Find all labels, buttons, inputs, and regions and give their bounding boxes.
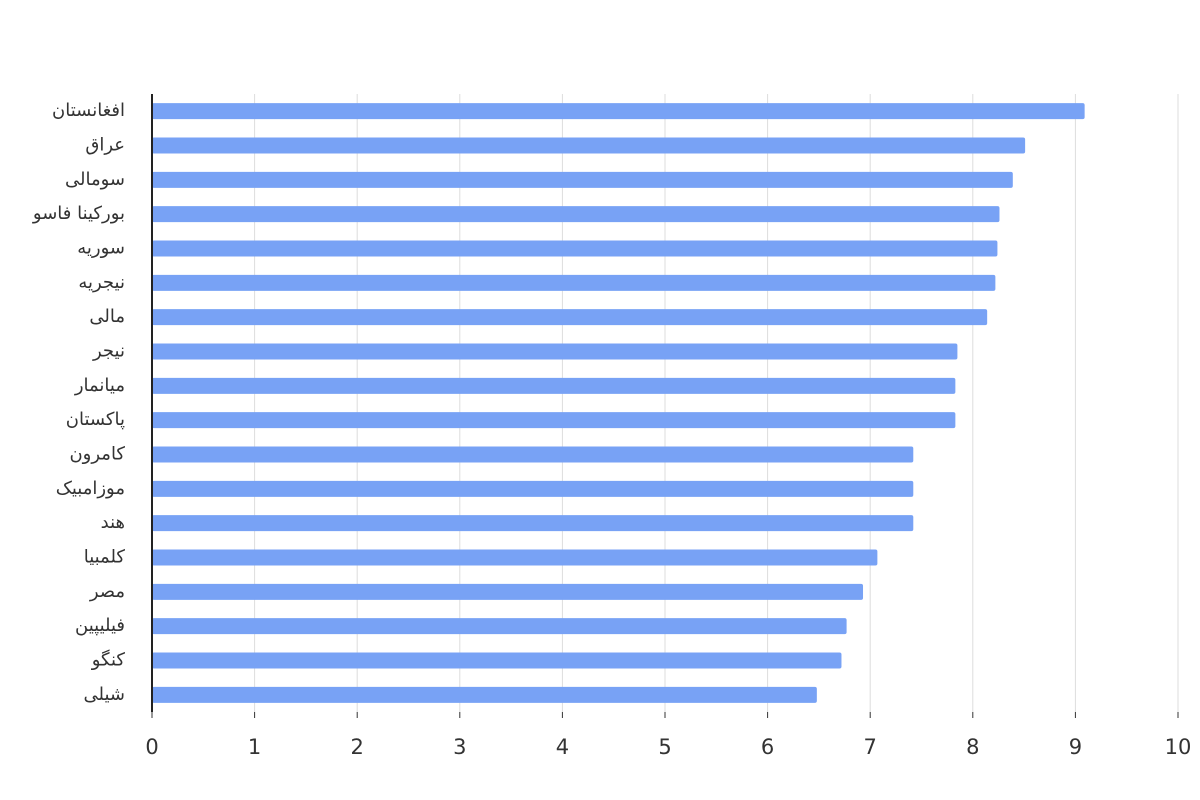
bar (152, 240, 998, 257)
x-tick-label: 10 (1165, 735, 1192, 759)
y-tick-label: سوریه (77, 238, 125, 259)
y-tick-label: بورکینا فاسو (32, 203, 125, 224)
bar (152, 137, 1026, 154)
bar (152, 686, 817, 703)
x-tick-label: 8 (966, 735, 979, 759)
y-tick-label: کلمبیا (84, 547, 126, 568)
y-tick-label: افغانستان (52, 100, 125, 121)
x-tick-label: 9 (1069, 735, 1082, 759)
x-tick-label: 6 (761, 735, 774, 759)
x-tick-label: 1 (248, 735, 261, 759)
y-tick-label: پاکستان (66, 409, 125, 430)
y-tick-label: هند (101, 512, 125, 533)
y-tick-label: فیلیپین (75, 615, 125, 636)
bar (152, 343, 958, 360)
y-tick-label: کامرون (69, 444, 125, 465)
y-tick-label: سومالی (65, 169, 125, 190)
bar (152, 103, 1085, 120)
y-tick-label: موزامبیک (56, 478, 125, 499)
bar (152, 206, 1000, 223)
x-tick-label: 0 (145, 735, 158, 759)
bar (152, 583, 864, 600)
x-tick-label: 2 (351, 735, 364, 759)
x-tick-label: 3 (453, 735, 466, 759)
bar (152, 446, 914, 463)
bar (152, 480, 914, 497)
y-tick-label: نیجر (92, 341, 125, 362)
bar (152, 412, 956, 429)
y-tick-label: میانمار (74, 375, 125, 396)
bar (152, 309, 988, 326)
y-tick-label: شیلی (84, 684, 125, 705)
bar (152, 515, 914, 532)
y-tick-label: کنگو (91, 649, 126, 671)
x-tick-label: 7 (864, 735, 877, 759)
y-tick-label: عراق (85, 135, 125, 156)
bar (152, 549, 878, 566)
y-tick-label: مصر (89, 581, 125, 602)
x-tick-label: 5 (658, 735, 671, 759)
bar (152, 171, 1013, 188)
bar (152, 652, 842, 669)
y-tick-label: مالی (89, 306, 125, 327)
x-tick-label: 4 (556, 735, 569, 759)
y-tick-label: نیجریه (78, 272, 125, 293)
bar (152, 274, 996, 291)
bar (152, 377, 956, 394)
bar (152, 618, 847, 635)
